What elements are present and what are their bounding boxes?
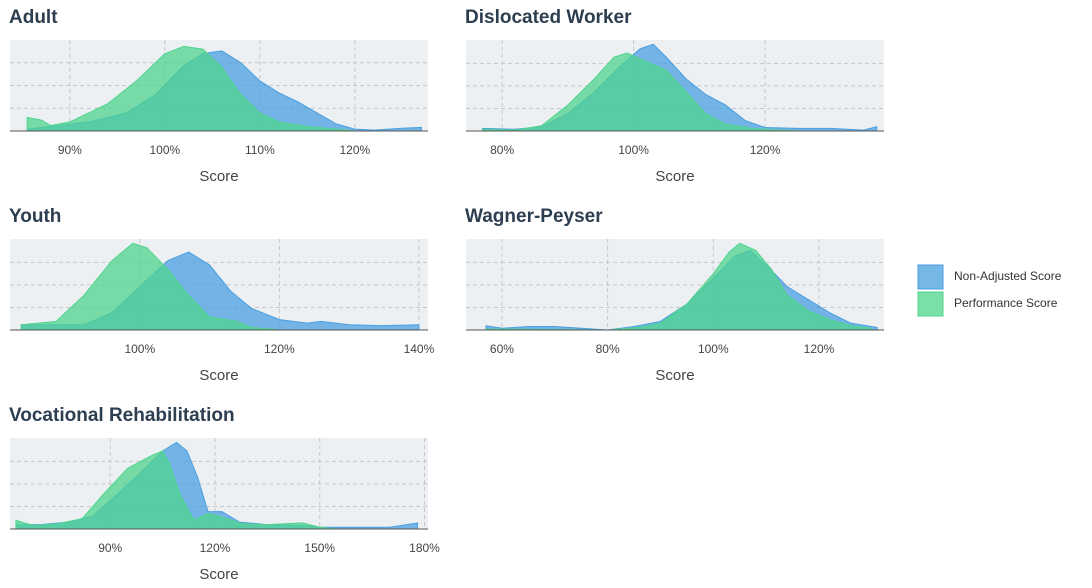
x-tick-label: 120% [200,541,231,555]
density-area [20,242,280,331]
x-tick-label: 90% [58,143,82,157]
density-area [485,242,873,331]
panel: Dislocated Worker 80% 100% 120% Score [465,7,884,185]
x-axis-label: Score [655,168,694,185]
panel-title: Wagner-Peyser [465,206,603,227]
x-tick-label: 80% [490,143,514,157]
density-area [481,52,805,132]
panel: Youth 100% 120% 140% Score [9,206,435,384]
panel-title: Vocational Rehabilitation [9,405,235,426]
x-tick-label: 120% [750,143,781,157]
x-tick-label: 60% [490,342,514,356]
x-tick-label: 180% [409,541,440,555]
x-tick-label: 140% [404,342,435,356]
x-tick-label: 80% [596,342,620,356]
x-tick-label: 100% [149,143,180,157]
panel-title: Youth [9,206,61,227]
panel: Wagner-Peyser 60% 80% 100% 120% Score [465,206,884,384]
legend-label: Performance Score [954,296,1058,310]
x-axis-label: Score [199,168,238,185]
x-tick-label: 120% [339,143,370,157]
density-area [26,45,355,132]
x-tick-label: 100% [618,143,649,157]
density-area [15,450,338,530]
x-tick-label: 150% [304,541,335,555]
x-axis-label: Score [199,367,238,384]
legend: Non-Adjusted Score Performance Score [917,264,1062,317]
legend-label: Non-Adjusted Score [954,269,1062,283]
x-tick-label: 110% [245,143,275,157]
x-tick-label: 120% [804,342,835,356]
x-tick-label: 100% [124,342,155,356]
panel-title: Adult [9,7,58,28]
legend-swatch [917,291,944,317]
x-tick-label: 100% [698,342,729,356]
x-axis-label: Score [655,367,694,384]
panel: Adult 90% 100% 110% 120% Score [9,7,428,185]
panel: Vocational Rehabilitation 90% 120% 150% 180%… [9,405,440,583]
x-axis-label: Score [199,566,238,583]
x-tick-label: 90% [98,541,122,555]
x-tick-label: 120% [264,342,295,356]
legend-swatch [917,264,944,290]
panel-title: Dislocated Worker [465,7,632,28]
